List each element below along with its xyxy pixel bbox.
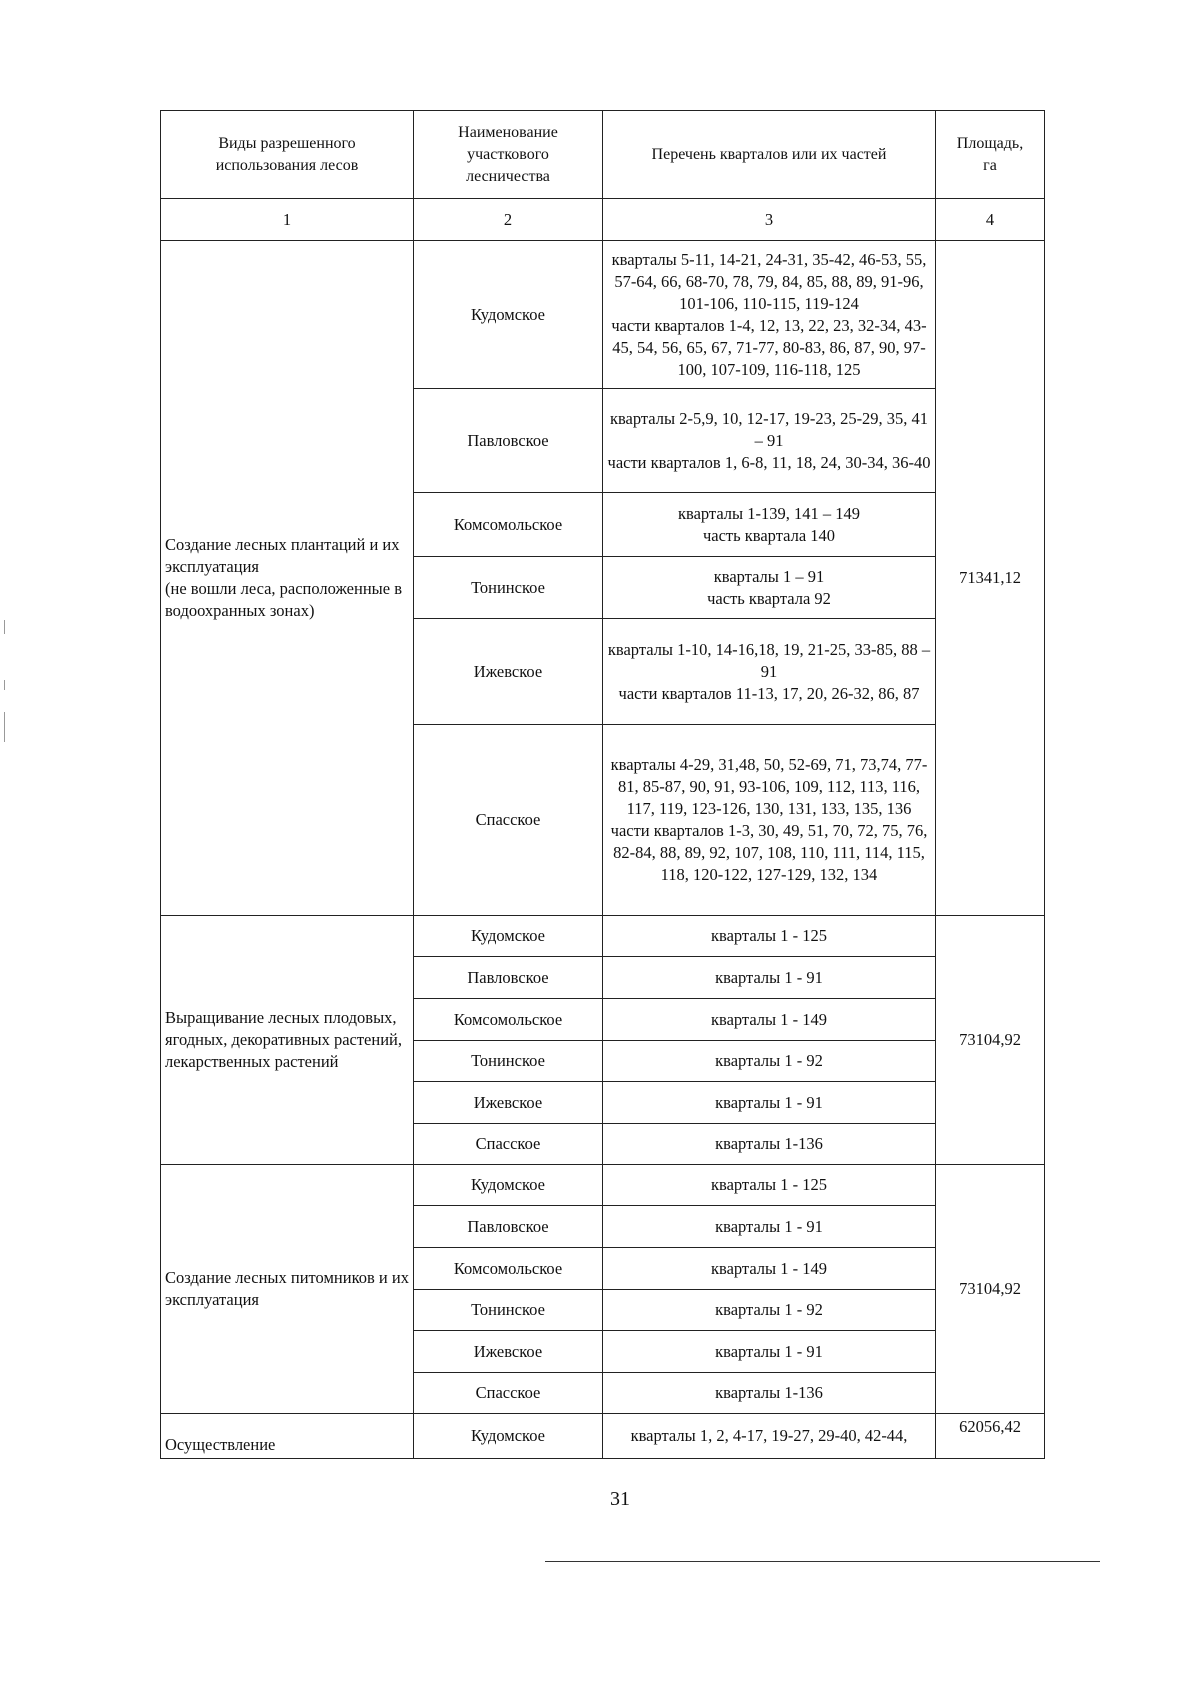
header-quarters: Перечень кварталов или их частей [602, 110, 936, 199]
district-cell: Комсомольское [413, 998, 603, 1041]
district-cell: Кудомское [413, 240, 603, 389]
footer-line [545, 1561, 1100, 1562]
table-row: Ижевское кварталы 1 - 91 [161, 1081, 1045, 1124]
table-row: Комсомольское кварталы 1 - 149 [161, 1247, 1045, 1290]
table-row: Спасское кварталы 1-136 [161, 1372, 1045, 1414]
district-cell: Комсомольское [413, 1247, 603, 1290]
district-cell: Павловское [413, 388, 603, 493]
table-row: Ижевское кварталы 1-10, 14-16,18, 19, 21-… [161, 618, 1045, 725]
quarters-cell: кварталы 1-136 [602, 1123, 936, 1165]
quarters-cell: кварталы 1 - 125 [602, 1164, 936, 1206]
district-cell: Кудомское [413, 915, 603, 957]
quarters-cell: кварталы 5-11, 14-21, 24-31, 35-42, 46-5… [602, 240, 936, 389]
area-cell: 73104,92 [935, 915, 1045, 1165]
quarters-cell: кварталы 1 - 149 [602, 1247, 936, 1290]
column-number-3: 3 [602, 198, 936, 241]
district-cell: Кудомское [413, 1164, 603, 1206]
table-row: Ижевское кварталы 1 - 91 [161, 1330, 1045, 1373]
column-number-1: 1 [160, 198, 414, 241]
table-row: Комсомольское кварталы 1-139, 141 – 149 ч… [161, 492, 1045, 557]
quarters-cell: кварталы 1 - 92 [602, 1289, 936, 1331]
quarters-cell: кварталы 1 - 149 [602, 998, 936, 1041]
district-cell: Спасское [413, 1372, 603, 1414]
district-cell: Ижевское [413, 618, 603, 725]
column-number-2: 2 [413, 198, 603, 241]
quarters-cell: кварталы 1 – 91 часть квартала 92 [602, 556, 936, 619]
use-type-cell: Создание лесных питомников и их эксплуат… [160, 1164, 414, 1414]
district-cell: Ижевское [413, 1081, 603, 1124]
quarters-cell: кварталы 1 - 92 [602, 1040, 936, 1082]
forest-use-table: Виды разрешенного использования лесов На… [160, 110, 1045, 1459]
district-cell: Кудомское [413, 1413, 603, 1459]
quarters-cell: кварталы 4-29, 31,48, 50, 52-69, 71, 73,… [602, 724, 936, 916]
use-type-cell: Создание лесных плантаций и их эксплуата… [160, 240, 414, 916]
column-number-row: 1 2 3 4 [160, 198, 1045, 241]
header-district: Наименование участкового лесничества [413, 110, 603, 199]
table-row: Комсомольское кварталы 1 - 149 [161, 998, 1045, 1041]
table-row: Осуществление Кудомское кварталы 1, 2, 4-1… [160, 1413, 1045, 1459]
quarters-cell: кварталы 1-136 [602, 1372, 936, 1414]
quarters-cell: кварталы 1 - 125 [602, 915, 936, 957]
area-cell: 71341,12 [935, 240, 1045, 916]
district-cell: Павловское [413, 956, 603, 999]
scan-mark [4, 680, 5, 690]
table-row: Павловское кварталы 1 - 91 [161, 1205, 1045, 1248]
table-row: Создание лесных питомников и их эксплуат… [160, 1164, 1045, 1414]
district-cell: Тонинское [413, 1040, 603, 1082]
table-row: Тонинское кварталы 1 - 92 [161, 1289, 1045, 1331]
table-row: Павловское кварталы 2-5,9, 10, 12-17, 19-… [161, 388, 1045, 493]
area-cell: 73104,92 [935, 1164, 1045, 1414]
quarters-cell: кварталы 1-10, 14-16,18, 19, 21-25, 33-8… [602, 618, 936, 725]
district-cell: Ижевское [413, 1330, 603, 1373]
district-cell: Тонинское [413, 556, 603, 619]
table-row: Спасское кварталы 4-29, 31,48, 50, 52-69,… [161, 724, 1045, 916]
page-number: 31 [610, 1488, 630, 1510]
use-type-cell: Выращивание лесных плодовых, ягодных, де… [160, 915, 414, 1165]
table-row: Тонинское кварталы 1 – 91 часть квартала … [161, 556, 1045, 619]
quarters-cell: кварталы 1, 2, 4-17, 19-27, 29-40, 42-44… [602, 1413, 936, 1459]
district-cell: Тонинское [413, 1289, 603, 1331]
scan-mark [4, 620, 5, 634]
district-cell: Спасское [413, 724, 603, 916]
quarters-cell: кварталы 2-5,9, 10, 12-17, 19-23, 25-29,… [602, 388, 936, 493]
quarters-cell: кварталы 1 - 91 [602, 1330, 936, 1373]
quarters-cell: кварталы 1 - 91 [602, 1205, 936, 1248]
quarters-cell: кварталы 1 - 91 [602, 1081, 936, 1124]
scan-mark [4, 712, 5, 742]
district-cell: Комсомольское [413, 492, 603, 557]
header-use-type: Виды разрешенного использования лесов [160, 110, 414, 199]
district-cell: Спасское [413, 1123, 603, 1165]
table-row: Выращивание лесных плодовых, ягодных, де… [160, 915, 1045, 1165]
table-row: Тонинское кварталы 1 - 92 [161, 1040, 1045, 1082]
quarters-cell: кварталы 1-139, 141 – 149 часть квартала… [602, 492, 936, 557]
column-number-4: 4 [935, 198, 1045, 241]
table-row: Павловское кварталы 1 - 91 [161, 956, 1045, 999]
area-cell: 62056,42 [935, 1413, 1045, 1459]
district-cell: Павловское [413, 1205, 603, 1248]
header-row: Виды разрешенного использования лесов На… [160, 110, 1045, 199]
quarters-cell: кварталы 1 - 91 [602, 956, 936, 999]
use-type-cell: Осуществление [160, 1413, 414, 1459]
header-area: Площадь, га [935, 110, 1045, 199]
table-row: Создание лесных плантаций и их эксплуата… [160, 240, 1045, 916]
